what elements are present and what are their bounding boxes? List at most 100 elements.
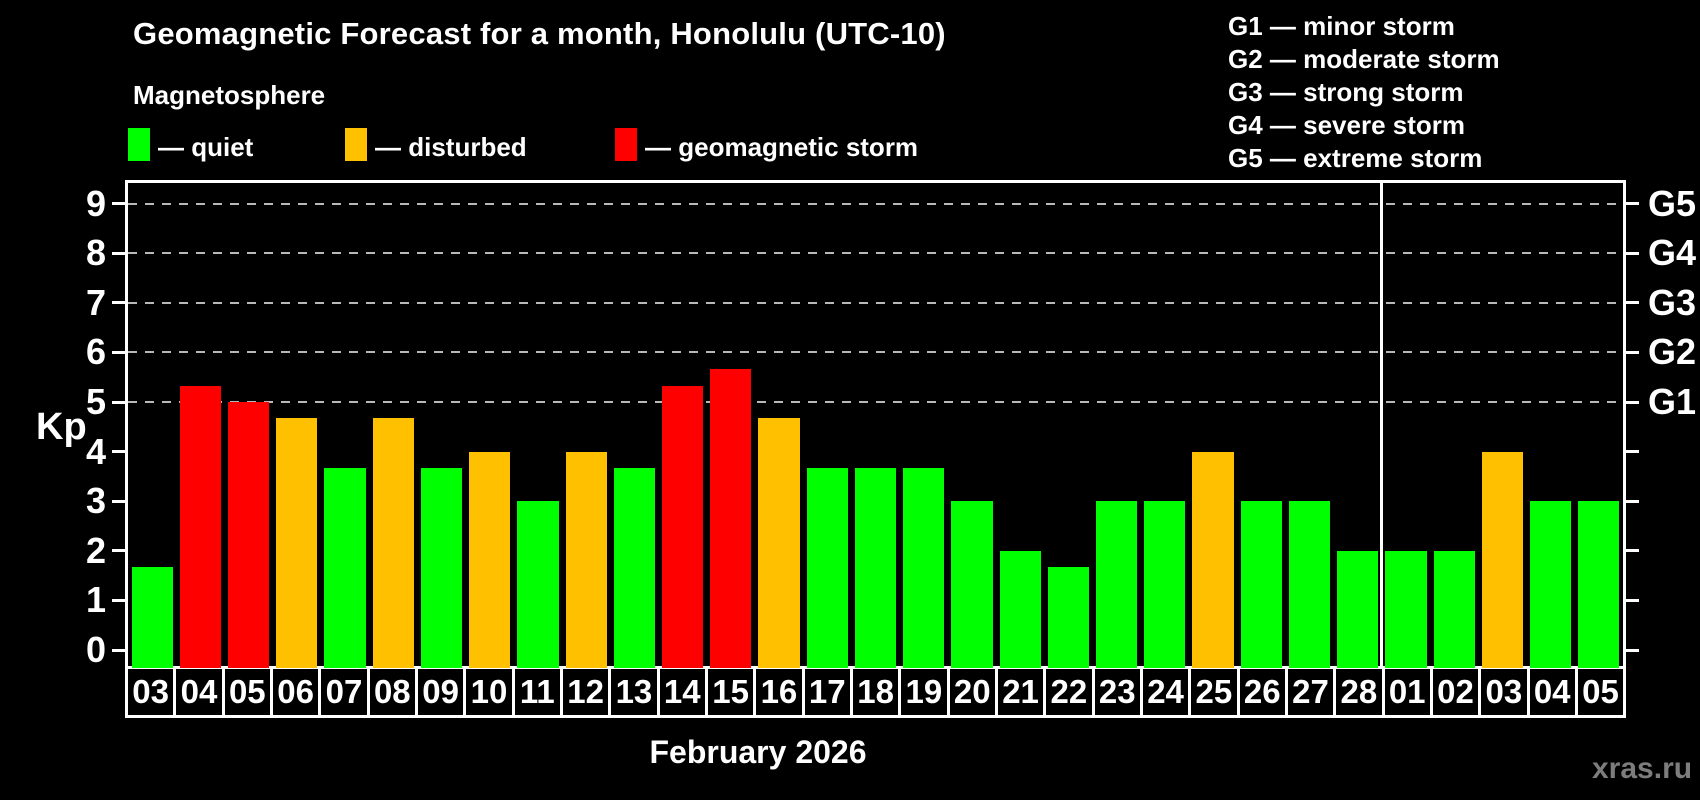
- kp-bar-10: [469, 451, 511, 668]
- legend-label-storm: — geomagnetic storm: [645, 132, 919, 162]
- y-tick-label-2: 2: [85, 529, 106, 571]
- day-label: 15: [704, 666, 757, 718]
- gridline-kp8: [128, 252, 1623, 255]
- y-tick-right-2: [1626, 549, 1639, 553]
- legend-swatch-disturbed: [345, 128, 367, 161]
- y-tick-right-5: [1626, 400, 1639, 404]
- y-tick-left-5: [112, 400, 125, 404]
- kp-bar-18: [854, 467, 897, 668]
- day-label: 04: [1526, 666, 1578, 718]
- day-label: 06: [269, 666, 322, 718]
- y-tick-left-7: [112, 301, 125, 305]
- day-label: 05: [221, 666, 273, 718]
- g-axis-label-g2: G2: [1648, 331, 1697, 373]
- kp-bar-12: [565, 451, 607, 668]
- storm-scale-legend: G1 — minor storm G2 — moderate storm G3 …: [1228, 10, 1500, 175]
- kp-bar-19: [903, 467, 945, 668]
- y-axis-label-kp: Kp: [36, 406, 87, 448]
- kp-bar-09: [420, 467, 463, 668]
- y-tick-right-9: [1626, 202, 1639, 206]
- day-label: 23: [1091, 666, 1143, 718]
- kp-bar-28: [1337, 550, 1379, 668]
- day-label: 16: [753, 666, 805, 718]
- y-tick-right-1: [1626, 598, 1639, 602]
- kp-bar-22: [1047, 567, 1089, 668]
- legend-swatch-storm: [615, 128, 637, 161]
- kp-bar-21: [999, 550, 1041, 668]
- day-label: 26: [1236, 666, 1288, 718]
- g-axis-label-g4: G4: [1648, 232, 1697, 274]
- kp-bar-05: [1578, 501, 1620, 668]
- gridline-kp5: [128, 401, 1623, 403]
- y-tick-label-6: 6: [85, 331, 106, 373]
- y-tick-left-1: [112, 598, 125, 602]
- x-axis-title: February 2026: [649, 734, 867, 770]
- y-tick-label-3: 3: [85, 480, 106, 522]
- y-tick-right-0: [1626, 648, 1639, 652]
- legend-label-disturbed: — disturbed: [375, 132, 527, 162]
- storm-scale-g3: G3 — strong storm: [1228, 77, 1464, 107]
- day-label: 24: [1139, 666, 1192, 718]
- watermark: xras.ru: [1592, 752, 1693, 785]
- storm-scale-g5: G5 — extreme storm: [1228, 143, 1483, 173]
- day-label: 14: [656, 666, 708, 718]
- y-tick-right-8: [1626, 251, 1639, 255]
- day-label: 19: [898, 666, 950, 718]
- kp-bar-04: [179, 385, 221, 668]
- y-tick-left-9: [112, 202, 125, 206]
- kp-bar-16: [758, 418, 800, 668]
- chart-title: Geomagnetic Forecast for a month, Honolu…: [133, 16, 946, 51]
- y-tick-label-8: 8: [85, 232, 106, 274]
- kp-bar-08: [372, 418, 414, 668]
- day-label: 13: [608, 666, 660, 718]
- y-tick-left-0: [112, 648, 125, 652]
- y-tick-left-4: [112, 450, 125, 454]
- day-label: 01: [1381, 666, 1433, 718]
- day-label: 04: [173, 666, 225, 718]
- kp-bar-24: [1144, 501, 1186, 668]
- day-label: 17: [801, 666, 853, 718]
- day-label: 03: [125, 666, 177, 718]
- y-tick-label-4: 4: [85, 430, 106, 472]
- kp-bar-25: [1192, 451, 1234, 668]
- y-tick-left-2: [112, 549, 125, 553]
- day-label: 08: [366, 666, 418, 718]
- kp-bar-11: [517, 501, 559, 668]
- day-label: 25: [1188, 666, 1240, 718]
- y-tick-right-7: [1626, 301, 1639, 305]
- y-tick-label-7: 7: [85, 281, 106, 323]
- g-axis-label-g1: G1: [1648, 381, 1697, 422]
- month-separator-line: [1380, 183, 1384, 668]
- kp-bar-02: [1433, 550, 1475, 668]
- y-tick-label-0: 0: [85, 629, 106, 670]
- kp-bar-03: [131, 567, 173, 668]
- day-label: 20: [946, 666, 998, 718]
- y-tick-label-5: 5: [85, 381, 106, 422]
- legend-label-quiet: — quiet: [158, 132, 254, 162]
- day-label: 07: [318, 666, 370, 718]
- kp-bar-26: [1240, 501, 1282, 668]
- day-label: 27: [1284, 666, 1337, 718]
- g-axis-label-g5: G5: [1648, 182, 1697, 224]
- kp-bar-07: [324, 467, 366, 668]
- y-tick-left-8: [112, 251, 125, 255]
- g-axis-label-g3: G3: [1648, 281, 1697, 323]
- kp-bar-03: [1481, 451, 1524, 668]
- gridline-kp6: [128, 351, 1623, 354]
- y-tick-right-4: [1626, 450, 1639, 454]
- gridline-kp7: [128, 301, 1623, 304]
- day-label: 28: [1333, 666, 1385, 718]
- kp-bar-04: [1530, 501, 1572, 668]
- y-tick-label-1: 1: [85, 579, 106, 621]
- kp-bar-27: [1288, 501, 1331, 668]
- day-label: 03: [1478, 666, 1530, 718]
- day-label-row: 03 04 05 06 07 08 09 10 11 12 13 14 15 16 17 18 19 20 21 22…: [125, 666, 1627, 718]
- plot-area: [125, 180, 1626, 671]
- day-label: 12: [559, 666, 612, 718]
- day-label: 09: [414, 666, 467, 718]
- kp-bar-20: [951, 501, 993, 668]
- y-tick-left-3: [112, 499, 125, 503]
- day-label: 10: [463, 666, 515, 718]
- kp-bar-23: [1096, 501, 1138, 668]
